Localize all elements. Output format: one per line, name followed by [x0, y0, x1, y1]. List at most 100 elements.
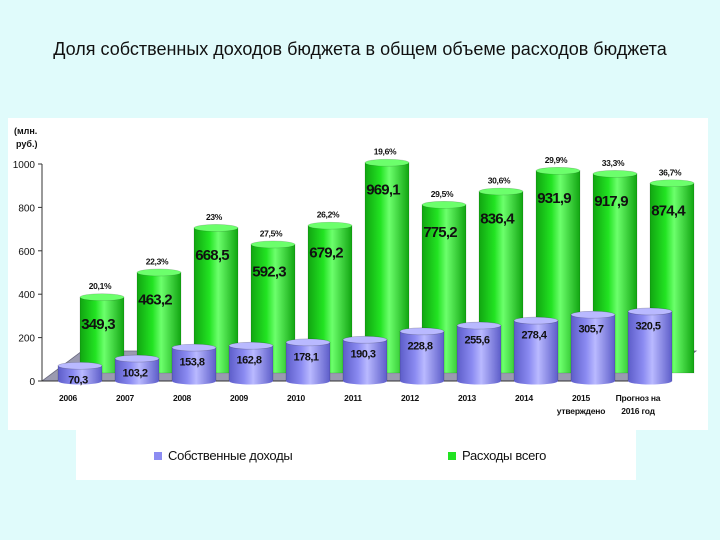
bar-own-revenue-cap — [570, 310, 616, 319]
x-tick-label: 2013 — [458, 393, 477, 403]
own-revenue-value-label: 190,3 — [350, 349, 375, 361]
total-expenses-value-label: 836,4 — [480, 211, 515, 228]
share-percent-label: 23% — [206, 212, 223, 222]
bar-own-revenue-cap — [513, 316, 559, 325]
bar-own-revenue — [285, 342, 331, 382]
x-tick-label: Прогноз на — [616, 393, 661, 403]
bar-total-expenses-cap — [364, 158, 410, 167]
bar-own-revenue-cap — [114, 354, 160, 363]
bar-own-revenue-base — [229, 377, 273, 385]
bar-own-revenue — [627, 311, 673, 382]
total-expenses-value-label: 349,3 — [81, 316, 115, 333]
y-axis-title-line1: (млн. — [14, 126, 37, 136]
bar-own-revenue — [171, 347, 217, 382]
share-percent-label: 29,9% — [545, 155, 568, 165]
bar-total-expenses-cap — [79, 293, 125, 302]
y-axis-title-line2: руб.) — [16, 139, 37, 149]
x-tick-label: 2016 год — [621, 406, 655, 416]
share-percent-label: 29,5% — [431, 189, 454, 199]
total-expenses-value-label: 592,3 — [252, 263, 286, 280]
bar-total-expenses-cap — [250, 240, 296, 249]
bar-total-expenses-cap — [421, 200, 467, 209]
bar-own-revenue — [570, 314, 616, 382]
bar-own-revenue-cap — [342, 335, 388, 344]
bar-own-revenue-cap — [57, 361, 103, 370]
total-expenses-value-label: 969,1 — [366, 182, 400, 199]
x-tick-label: утверждено — [557, 406, 605, 416]
y-tick-label: 600 — [18, 247, 35, 258]
x-tick-label: 2009 — [230, 393, 249, 403]
bar-own-revenue-base — [400, 377, 444, 385]
x-tick-label: 2012 — [401, 393, 420, 403]
legend-item-total-expenses: Расходы всего — [448, 448, 546, 463]
share-percent-label: 36,7% — [659, 167, 682, 177]
share-percent-label: 19,6% — [374, 147, 397, 157]
bar-own-revenue-base — [571, 377, 615, 385]
own-revenue-value-label: 103,2 — [122, 368, 147, 380]
share-percent-label: 33,3% — [602, 158, 625, 168]
total-expenses-value-label: 874,4 — [651, 202, 686, 219]
total-expenses-value-label: 775,2 — [423, 224, 457, 241]
legend-swatch-own-revenue — [154, 451, 162, 460]
bar-own-revenue-base — [172, 377, 216, 385]
bar-total-expenses-cap — [649, 179, 695, 188]
own-revenue-value-label: 70,3 — [68, 375, 88, 387]
bar-own-revenue-cap — [399, 327, 445, 336]
bar-total-expenses-cap — [478, 187, 524, 196]
own-revenue-value-label: 320,5 — [635, 320, 660, 332]
bar-own-revenue-cap — [627, 307, 673, 316]
bar-own-revenue-base — [286, 377, 330, 385]
total-expenses-value-label: 931,9 — [537, 190, 571, 207]
bar-own-revenue-base — [58, 377, 102, 385]
x-tick-label: 2006 — [59, 393, 78, 403]
bar-own-revenue-cap — [456, 321, 502, 330]
share-percent-label: 30,6% — [488, 176, 511, 186]
x-tick-label: 2015 — [572, 393, 591, 403]
own-revenue-value-label: 162,8 — [236, 355, 261, 367]
share-percent-label: 20,1% — [89, 281, 112, 291]
total-expenses-value-label: 463,2 — [138, 291, 172, 308]
bar-total-expenses-cap — [535, 166, 581, 175]
slide-title: Доля собственных доходов бюджета в общем… — [53, 39, 667, 59]
own-revenue-value-label: 228,8 — [407, 340, 432, 352]
bar-own-revenue — [342, 339, 388, 382]
bar-own-revenue — [513, 320, 559, 382]
x-tick-label: 2014 — [515, 393, 534, 403]
legend-label-own-revenue: Собственные доходы — [168, 448, 293, 463]
bar-own-revenue-cap — [171, 343, 217, 352]
legend-label-total-expenses: Расходы всего — [462, 448, 547, 463]
y-tick-label: 1000 — [13, 160, 36, 171]
legend-swatch-total-expenses — [448, 451, 456, 460]
bar-own-revenue-cap — [228, 341, 274, 350]
x-tick-label: 2011 — [344, 393, 362, 403]
own-revenue-value-label: 255,6 — [464, 335, 489, 347]
bar-own-revenue-base — [457, 377, 501, 385]
total-expenses-value-label: 679,2 — [309, 245, 343, 262]
total-expenses-value-label: 917,9 — [594, 193, 628, 210]
bar-own-revenue-base — [115, 377, 159, 385]
x-tick-label: 2008 — [173, 393, 192, 403]
y-tick-label: 400 — [18, 290, 35, 301]
bar-own-revenue-base — [343, 377, 387, 385]
legend: Собственные доходы Расходы всего — [76, 430, 636, 480]
bar-total-expenses-cap — [307, 221, 353, 230]
y-tick-label: 200 — [18, 334, 35, 345]
own-revenue-value-label: 305,7 — [578, 324, 603, 336]
bar-own-revenue-base — [628, 377, 672, 385]
total-expenses-value-label: 668,5 — [195, 247, 229, 264]
share-percent-label: 22,3% — [146, 256, 169, 266]
own-revenue-value-label: 153,8 — [179, 357, 204, 369]
x-tick-label: 2010 — [287, 393, 306, 403]
own-revenue-value-label: 178,1 — [293, 351, 318, 363]
bar-own-revenue-base — [514, 377, 558, 385]
legend-item-own-revenue: Собственные доходы — [154, 448, 293, 463]
share-percent-label: 26,2% — [317, 210, 340, 220]
y-tick-label: 800 — [18, 203, 35, 214]
bar-own-revenue — [399, 331, 445, 382]
bar-total-expenses-cap — [193, 224, 239, 232]
bar-own-revenue-cap — [285, 338, 331, 347]
bar-total-expenses-cap — [136, 268, 182, 277]
bar-total-wrapper — [79, 293, 125, 374]
y-tick-label: 0 — [29, 377, 35, 388]
